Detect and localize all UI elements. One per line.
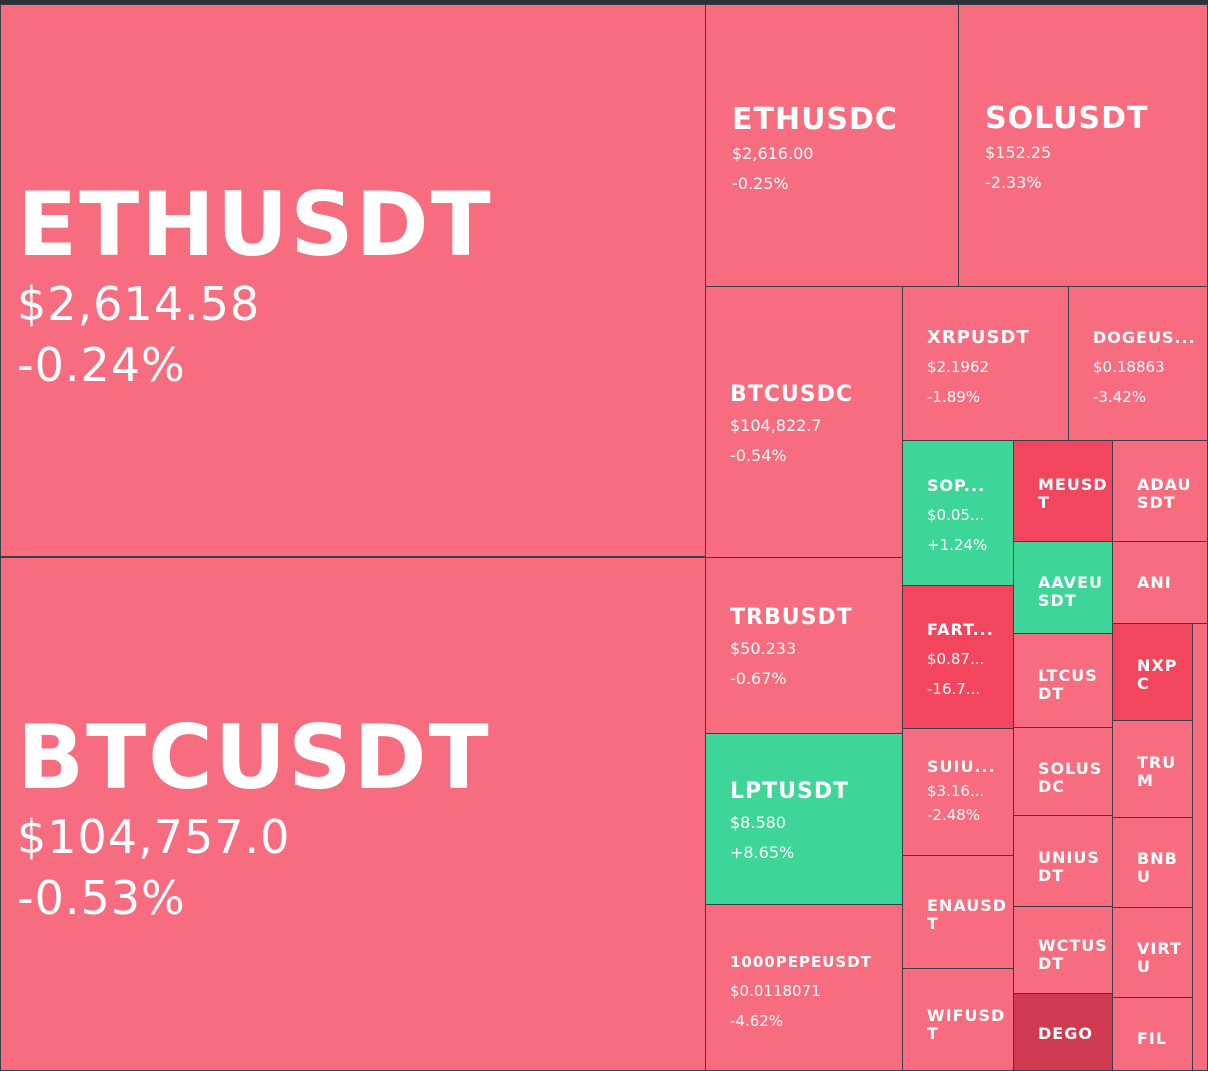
tile-symbol: FIL	[1137, 1030, 1168, 1048]
tile-symbol: ETHUSDT	[17, 175, 493, 275]
tile-uniusdt[interactable]: UNIUSDT	[1013, 815, 1113, 907]
tile-price: $0.0118071	[730, 982, 821, 1000]
tile-enausdt[interactable]: ENAUSDT	[902, 855, 1014, 969]
tile-change: -2.33%	[985, 173, 1042, 192]
tile-price: $2,616.00	[732, 144, 814, 163]
tile-ani[interactable]: ANI	[1112, 541, 1208, 624]
tile-wifusdt[interactable]: WIFUSDT	[902, 968, 1014, 1071]
tile-symbol: XRPUSDT	[927, 327, 1030, 348]
tile-change: -16.7...	[927, 680, 981, 698]
tile-sliver[interactable]	[1192, 623, 1208, 1071]
tile-aaveusdt[interactable]: AAVEUSDT	[1013, 541, 1113, 634]
tile-change: -2.48%	[927, 806, 981, 824]
tile-symbol: ADAUSDT	[1137, 476, 1192, 512]
tile-symbol: UNIUSDT	[1038, 849, 1100, 885]
tile-symbol: BTCUSDC	[730, 382, 854, 407]
tile-symbol: AAVEUSDT	[1038, 574, 1103, 610]
tile-btcusdc[interactable]: BTCUSDC $104,822.7 -0.54%	[705, 286, 903, 558]
tile-symbol: BTCUSDT	[17, 708, 491, 808]
tile-trbusdt[interactable]: TRBUSDT $50.233 -0.67%	[705, 557, 903, 734]
tile-bnbusdt[interactable]: BNBU	[1112, 817, 1193, 908]
tile-symbol: SOP...	[927, 476, 986, 495]
tile-1000pepeusdt[interactable]: 1000PEPEUSDT $0.0118071 -4.62%	[705, 904, 903, 1071]
tile-symbol: SOLUSDC	[1038, 760, 1103, 796]
tile-symbol: DEGO	[1038, 1025, 1093, 1043]
tile-symbol: SUIU...	[927, 757, 996, 776]
tile-symbol: WCTUSDT	[1038, 937, 1108, 973]
tile-symbol: NXPC	[1137, 657, 1178, 693]
tile-dogeusdt[interactable]: DOGEUS... $0.18863 -3.42%	[1068, 286, 1208, 441]
tile-price: $104,822.7	[730, 416, 822, 435]
tile-price: $3.16...	[927, 782, 985, 800]
tile-ltcusdt[interactable]: LTCUSDT	[1013, 633, 1113, 728]
tile-symbol: LPTUSDT	[730, 779, 850, 804]
tile-symbol: SOLUSDT	[985, 101, 1149, 136]
tile-change: -0.24%	[17, 338, 186, 392]
tile-symbol: WIFUSDT	[927, 1007, 1006, 1043]
tile-symbol: VIRTU	[1137, 940, 1182, 976]
tile-symbol: LTCUSDT	[1038, 667, 1098, 703]
tile-price: $50.233	[730, 639, 797, 658]
tile-solusdc[interactable]: SOLUSDC	[1013, 727, 1113, 816]
tile-symbol: DOGEUS...	[1093, 328, 1196, 347]
tile-dego[interactable]: DEGO	[1013, 993, 1113, 1071]
tile-price: $2.1962	[927, 358, 990, 376]
tile-price: $0.87...	[927, 650, 985, 668]
tile-price: $2,614.58	[17, 277, 261, 331]
tile-price: $0.05...	[927, 506, 985, 524]
tile-symbol: TRUM	[1137, 754, 1177, 790]
tile-symbol: FART...	[927, 620, 994, 639]
tile-price: $152.25	[985, 143, 1052, 162]
tile-nxpc[interactable]: NXPC	[1112, 623, 1193, 721]
tile-change: -0.54%	[730, 446, 787, 465]
tile-price: $104,757.0	[17, 810, 291, 864]
tile-ethusdc[interactable]: ETHUSDC $2,616.00 -0.25%	[705, 4, 959, 287]
tile-symbol: TRBUSDT	[730, 605, 853, 630]
tile-xrpusdt[interactable]: XRPUSDT $2.1962 -1.89%	[902, 286, 1069, 441]
tile-change: -1.89%	[927, 388, 981, 406]
tile-change: -3.42%	[1093, 388, 1147, 406]
tile-fil[interactable]: FIL	[1112, 997, 1193, 1071]
tile-price: $0.18863	[1093, 358, 1165, 376]
tile-btcusdt[interactable]: BTCUSDT $104,757.0 -0.53%	[0, 557, 706, 1071]
tile-ethusdt[interactable]: ETHUSDT $2,614.58 -0.24%	[0, 4, 706, 557]
tile-symbol: ANI	[1137, 574, 1172, 592]
tile-trump[interactable]: TRUM	[1112, 720, 1193, 818]
tile-virtual[interactable]: VIRTU	[1112, 907, 1193, 998]
tile-change: -0.53%	[17, 871, 186, 925]
tile-symbol: MEUSDT	[1038, 476, 1108, 512]
tile-change: -0.67%	[730, 669, 787, 688]
tile-symbol: ETHUSDC	[732, 102, 898, 137]
tile-meusdt[interactable]: MEUSDT	[1013, 440, 1113, 542]
tile-price: $8.580	[730, 813, 786, 832]
tile-symbol: 1000PEPEUSDT	[730, 953, 872, 971]
tile-wctusdt[interactable]: WCTUSDT	[1013, 906, 1113, 994]
tile-change: +8.65%	[730, 843, 795, 862]
tile-change: -4.62%	[730, 1012, 784, 1030]
tile-change: -0.25%	[732, 174, 789, 193]
tile-lptusdt[interactable]: LPTUSDT $8.580 +8.65%	[705, 733, 903, 905]
tile-symbol: BNBU	[1137, 850, 1178, 886]
tile-adausdt[interactable]: ADAUSDT	[1112, 440, 1208, 542]
tile-change: +1.24%	[927, 536, 988, 554]
tile-solusdt[interactable]: SOLUSDT $152.25 -2.33%	[958, 4, 1208, 287]
tile-symbol: ENAUSDT	[927, 897, 1008, 933]
tile-suiusdt[interactable]: SUIU... $3.16... -2.48%	[902, 728, 1014, 856]
tile-soph[interactable]: SOP... $0.05... +1.24%	[902, 440, 1014, 586]
tile-fartcoin[interactable]: FART... $0.87... -16.7...	[902, 585, 1014, 729]
